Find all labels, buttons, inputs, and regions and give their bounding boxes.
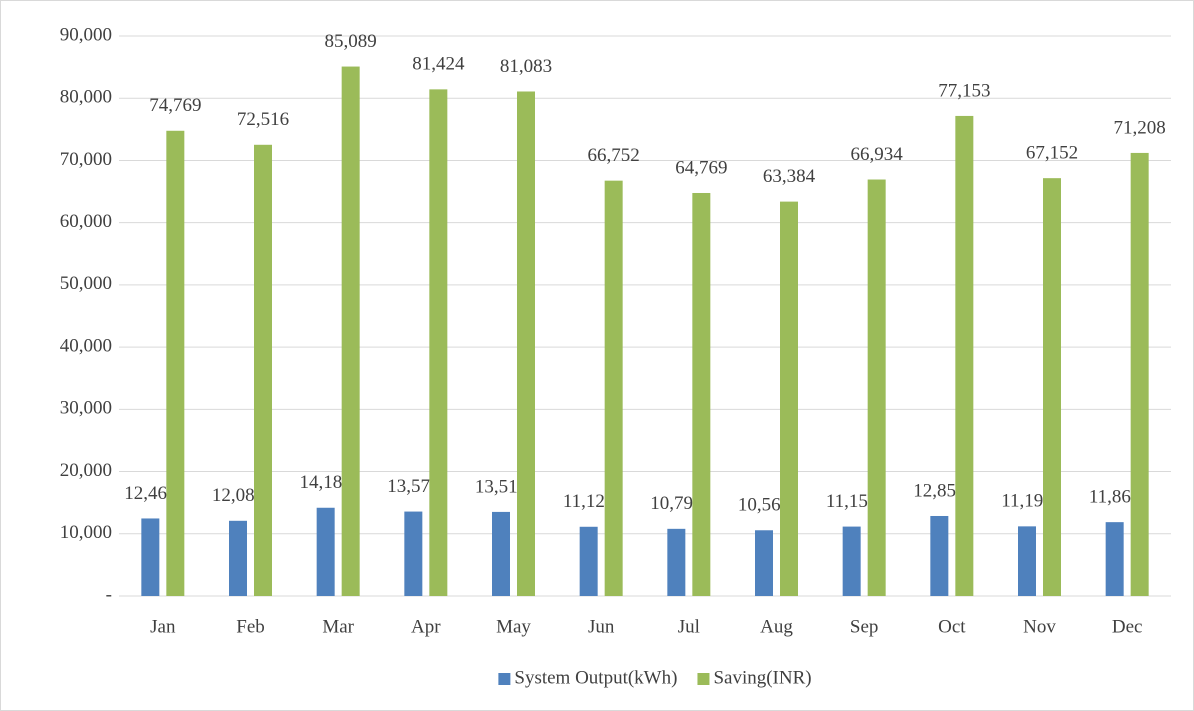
bar	[1105, 522, 1124, 596]
bar	[692, 192, 711, 596]
y-tick-label: 40,000	[60, 335, 112, 356]
bar	[341, 66, 360, 597]
bar	[579, 526, 598, 596]
y-tick-label: -	[106, 584, 112, 605]
bar	[867, 179, 886, 596]
data-label: 11,156	[826, 491, 878, 512]
bar	[1018, 526, 1036, 596]
x-tick-label: Sep	[850, 616, 879, 637]
bar	[1043, 178, 1061, 596]
y-tick-label: 60,000	[60, 211, 112, 232]
data-label: 64,769	[675, 157, 727, 178]
bar	[1130, 152, 1149, 597]
bar	[780, 201, 798, 597]
legend-label: Saving(INR)	[713, 667, 811, 688]
data-label: 12,086	[212, 485, 264, 506]
data-label: 77,153	[938, 80, 990, 101]
bar	[842, 526, 861, 596]
x-tick-label: Mar	[322, 616, 354, 637]
data-label: 81,424	[412, 54, 465, 75]
bar	[229, 520, 247, 596]
bar	[930, 515, 949, 596]
bar	[667, 528, 686, 596]
x-tick-label: Apr	[411, 616, 441, 637]
x-tick-label: Feb	[236, 616, 265, 637]
legend-swatch	[697, 673, 710, 685]
x-tick-label: Jul	[678, 616, 700, 637]
data-label: 85,089	[325, 31, 377, 52]
data-label: 11,192	[1001, 491, 1053, 512]
legend-swatch	[498, 673, 511, 685]
data-label: 81,083	[500, 56, 552, 77]
bar	[955, 115, 974, 596]
bar	[604, 180, 623, 596]
y-tick-label: 20,000	[60, 460, 112, 481]
x-tick-label: Jan	[150, 616, 176, 637]
bar	[254, 144, 272, 596]
x-tick-label: Oct	[938, 616, 966, 637]
y-tick-label: 80,000	[60, 87, 112, 108]
bar	[492, 511, 510, 596]
x-tick-label: Aug	[760, 616, 793, 637]
x-tick-label: Nov	[1023, 616, 1056, 637]
data-label: 10,564	[738, 495, 791, 516]
y-tick-label: 70,000	[60, 149, 112, 170]
data-label: 71,208	[1114, 117, 1166, 138]
bar	[755, 530, 773, 596]
y-tick-label: 30,000	[60, 398, 112, 419]
legend-label: System Output(kWh)	[514, 667, 677, 688]
x-tick-label: Jun	[588, 616, 615, 637]
data-label: 11,125	[563, 491, 615, 512]
bar	[429, 89, 448, 596]
data-label: 14,182	[300, 472, 352, 493]
data-label: 72,516	[237, 109, 289, 130]
bar	[517, 91, 535, 597]
x-tick-label: May	[496, 616, 531, 637]
data-label: 12,462	[124, 483, 176, 504]
y-tick-label: 90,000	[60, 24, 112, 45]
data-label: 11,868	[1089, 487, 1141, 508]
bar	[141, 518, 160, 596]
data-label: 66,934	[851, 144, 904, 165]
data-label: 10,795	[650, 493, 702, 514]
x-tick-label: Dec	[1112, 616, 1143, 637]
bar	[404, 511, 423, 596]
data-label: 13,571	[387, 476, 439, 497]
data-label: 74,769	[149, 95, 201, 116]
data-label: 66,752	[588, 145, 640, 166]
bar	[316, 507, 335, 596]
y-tick-label: 10,000	[60, 522, 112, 543]
data-label: 67,152	[1026, 143, 1078, 164]
y-tick-label: 50,000	[60, 273, 112, 294]
bar	[166, 130, 185, 596]
data-label: 13,514	[475, 476, 528, 497]
data-label: 12,859	[913, 480, 965, 501]
data-label: 63,384	[763, 166, 816, 187]
